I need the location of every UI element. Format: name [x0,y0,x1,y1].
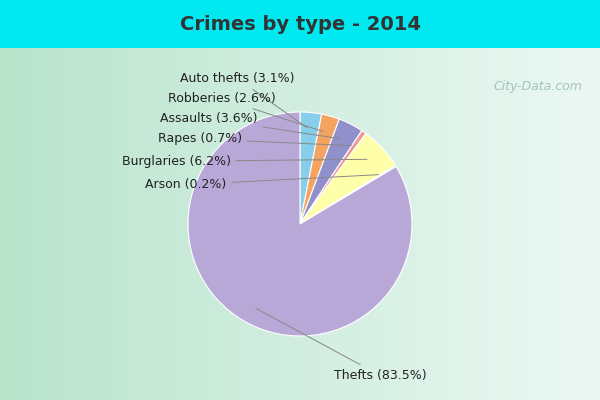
Text: Crimes by type - 2014: Crimes by type - 2014 [179,14,421,34]
Text: Assaults (3.6%): Assaults (3.6%) [160,112,340,139]
Wedge shape [300,131,366,224]
Text: Robberies (2.6%): Robberies (2.6%) [167,92,323,132]
Bar [0,0,600,48]
Text: Thefts (83.5%): Thefts (83.5%) [256,308,426,382]
Wedge shape [300,134,395,224]
Wedge shape [300,114,339,224]
Wedge shape [300,165,396,224]
Text: Auto thefts (3.1%): Auto thefts (3.1%) [180,72,307,128]
Text: Rapes (0.7%): Rapes (0.7%) [158,132,352,146]
Wedge shape [300,119,362,224]
Text: Burglaries (6.2%): Burglaries (6.2%) [122,155,367,168]
Text: Arson (0.2%): Arson (0.2%) [145,175,379,191]
Text: City-Data.com: City-Data.com [493,80,582,93]
Wedge shape [188,112,412,336]
Wedge shape [300,112,322,224]
